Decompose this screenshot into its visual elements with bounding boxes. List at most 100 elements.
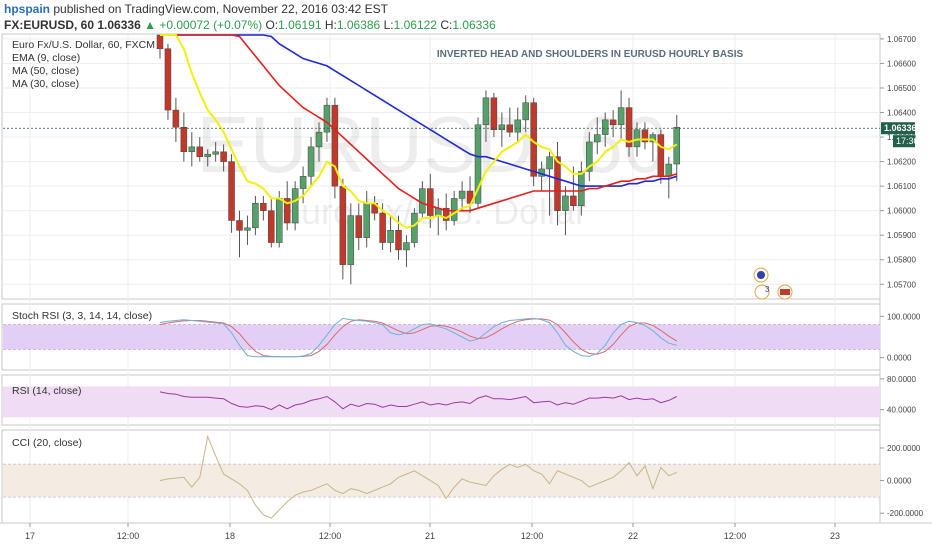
candle-body <box>228 161 235 221</box>
price-tick-label: 1.06200 <box>887 158 916 167</box>
price-tick-label: 1.06400 <box>887 109 916 118</box>
cci-tick-label: 200.0000 <box>887 444 921 453</box>
price-tick-label: 1.06000 <box>887 207 916 216</box>
last-price-badge-text: 1.06336 <box>884 123 917 133</box>
stoch-k-line <box>159 317 677 358</box>
stoch-d-line <box>159 318 678 358</box>
candle-body <box>164 48 172 111</box>
last-price: 1.06336 <box>97 18 141 32</box>
time-tick-label: 12:00 <box>319 531 342 541</box>
cci-band <box>3 464 880 497</box>
rsi-tick-label: 80.0000 <box>887 375 916 384</box>
event-flag-icons[interactable]: 3 <box>753 267 793 300</box>
legend-ma50[interactable]: MA (50, close) <box>12 65 79 77</box>
candle-body <box>172 109 180 128</box>
candle-body <box>586 141 593 172</box>
rsi-line <box>159 391 678 411</box>
candle-body <box>482 97 490 126</box>
cci-tick-label: 0.0000 <box>887 477 912 486</box>
candle-body <box>379 212 386 243</box>
chart-header: hpspain published on TradingView.com, No… <box>0 0 932 34</box>
candle-body <box>204 153 211 157</box>
event-count-icon[interactable] <box>754 284 770 300</box>
candle-body <box>419 188 426 214</box>
eu-flag-inner <box>757 271 765 279</box>
countdown-badge-text: 17:30 <box>896 136 919 146</box>
candle-body <box>633 129 641 148</box>
countdown-badge <box>893 135 915 148</box>
symbol-label: FX:EURUSD, 60 <box>4 18 95 32</box>
us-flag-inner <box>780 289 790 295</box>
candle-body <box>188 146 196 153</box>
candlestick-series <box>156 34 680 285</box>
candle-body <box>442 207 450 221</box>
quote-line: FX:EURUSD, 60 1.06336 ▲ +0.00072 (+0.07%… <box>4 18 496 32</box>
price-tick-label: 1.06700 <box>887 35 916 44</box>
candle-body <box>236 220 243 231</box>
close-value: 1.06336 <box>452 18 496 32</box>
candle-body <box>657 134 665 177</box>
published-text: published on TradingView.com, November 2… <box>53 2 389 16</box>
ma30-line <box>160 34 678 212</box>
time-tick-label: 17 <box>25 531 35 541</box>
stoch-band <box>3 324 880 350</box>
candle-body <box>665 163 673 177</box>
candle-body <box>156 34 164 49</box>
candle-body <box>427 188 434 216</box>
candle-body <box>387 230 394 243</box>
candle-body <box>570 195 577 207</box>
candle-body <box>299 176 307 189</box>
candle-body <box>450 198 458 221</box>
price-tick-label: 1.06600 <box>887 59 916 68</box>
stoch-tick-label: 100.0000 <box>887 312 921 321</box>
price-scale[interactable]: 1.067001.066001.065001.064001.063001.062… <box>880 35 924 518</box>
price-tick-label: 1.05700 <box>887 280 916 289</box>
open-label: O: <box>265 18 279 32</box>
price-tick-label: 1.05800 <box>887 256 916 265</box>
candle-body <box>578 171 585 207</box>
pattern-annotation: INVERTED HEAD AND SHOULDERS IN EURUSD HO… <box>437 49 744 60</box>
candle-body <box>522 102 529 121</box>
candle-body <box>649 134 657 143</box>
candle-body <box>347 215 355 265</box>
ma50-line <box>160 34 678 187</box>
last-price-badge <box>881 122 915 135</box>
rsi-band <box>3 386 880 418</box>
time-tick-label: 12:00 <box>521 531 544 541</box>
price-tick-label: 1.06100 <box>887 182 916 191</box>
candle-body <box>196 146 203 157</box>
author-link[interactable]: hpspain <box>4 2 51 16</box>
rsi-title[interactable]: RSI (14, close) <box>12 385 81 397</box>
legend-ma30[interactable]: MA (30, close) <box>12 78 79 90</box>
candle-body <box>315 131 323 148</box>
candle-body <box>363 203 370 238</box>
close-label: C: <box>440 18 453 32</box>
publish-line: hpspain published on TradingView.com, No… <box>4 2 388 16</box>
candle-body <box>403 242 410 251</box>
time-tick-label: 12:00 <box>117 531 140 541</box>
price-tick-label: 1.06500 <box>887 84 916 93</box>
candle-body <box>307 146 315 177</box>
price-pane-title: Euro Fx/U.S. Dollar, 60, FXCM <box>12 39 155 51</box>
candle-body <box>458 190 466 199</box>
price-change: +0.00072 (+0.07%) <box>159 18 263 32</box>
candle-body <box>283 198 291 224</box>
candle-body <box>554 156 561 211</box>
stoch-title[interactable]: Stoch RSI (3, 3, 14, 14, close) <box>12 310 152 322</box>
high-label: H: <box>324 18 337 32</box>
price-tick-label: 1.05900 <box>887 231 916 240</box>
candle-body <box>339 185 347 265</box>
legend-ema[interactable]: EMA (9, close) <box>12 52 80 64</box>
candle-body <box>514 119 521 133</box>
stoch-tick-label: 0.0000 <box>887 354 912 363</box>
candle-body <box>395 230 402 251</box>
cci-tick-label: -200.0000 <box>887 509 924 518</box>
candle-body <box>252 203 259 229</box>
candle-body <box>609 119 617 126</box>
candle-body <box>625 107 633 148</box>
time-scale[interactable]: 17 12:00 18 12:00 21 12:00 22 12:00 23 <box>25 523 840 541</box>
candle-body <box>474 124 482 204</box>
cci-title[interactable]: CCI (20, close) <box>12 437 82 449</box>
candle-body <box>355 215 362 238</box>
